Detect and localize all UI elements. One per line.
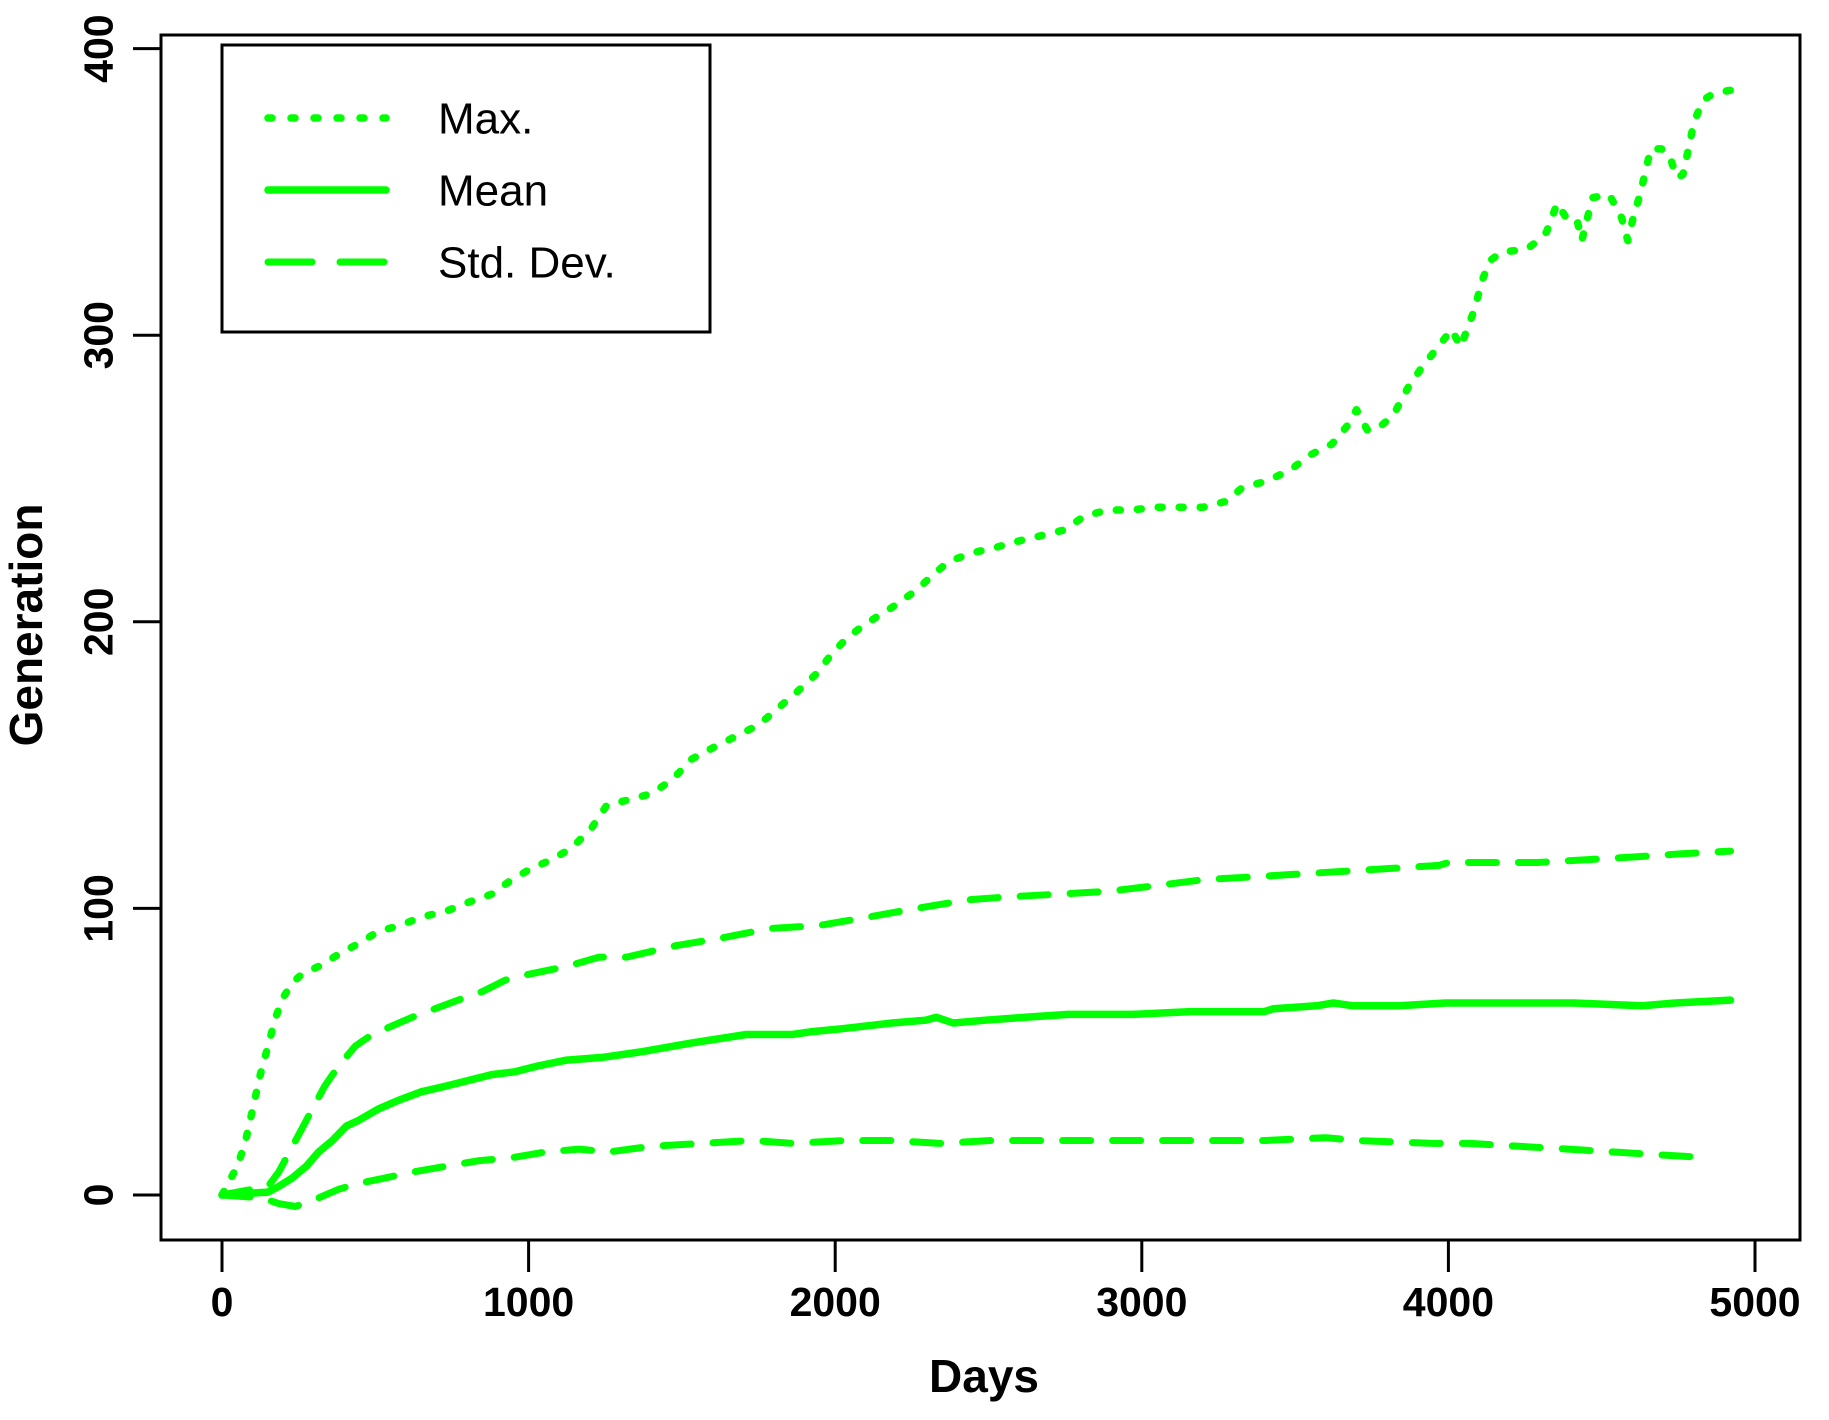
- series-std-upper-line: [218, 847, 1734, 1199]
- y-tick-label: 200: [75, 588, 121, 656]
- legend-label: Max.: [438, 94, 533, 143]
- legend-label: Std. Dev.: [438, 238, 616, 287]
- y-tick-label: 300: [75, 301, 121, 369]
- series-group: [218, 84, 1744, 1210]
- series-std-lower-line: [218, 1134, 1713, 1210]
- legend: Max. Mean Std. Dev.: [220, 43, 712, 334]
- x-tick-label: 4000: [1403, 1279, 1494, 1325]
- x-tick-label: 2000: [790, 1279, 881, 1325]
- series-max-line: [218, 84, 1744, 1199]
- x-tick-label: 3000: [1096, 1279, 1187, 1325]
- y-axis-title: Generation: [0, 504, 52, 747]
- x-tick-label: 1000: [483, 1279, 574, 1325]
- x-tick-label: 5000: [1709, 1279, 1800, 1325]
- y-tick-label: 0: [75, 1184, 121, 1207]
- x-axis-title: Days: [929, 1350, 1039, 1402]
- series-mean-line: [218, 996, 1735, 1199]
- x-tick-label: 0: [211, 1279, 234, 1325]
- y-tick-label: 400: [75, 14, 121, 82]
- x-axis: 0 1000 2000 3000 4000 5000: [211, 1240, 1801, 1325]
- plot-box: [159, 33, 1802, 1242]
- legend-label: Mean: [438, 166, 548, 215]
- y-tick-label: 100: [75, 874, 121, 942]
- y-axis: 0 100 200 300 400: [75, 14, 161, 1206]
